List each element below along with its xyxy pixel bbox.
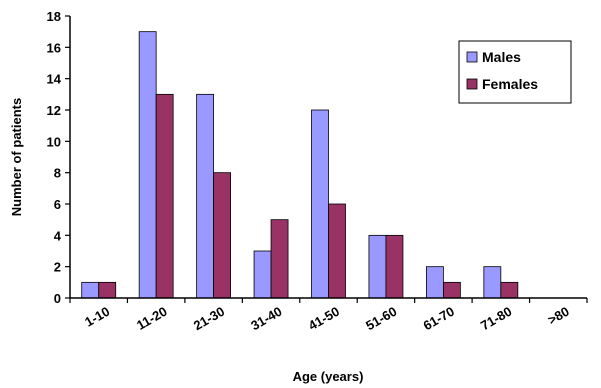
x-tick-label-80: >80	[545, 304, 572, 328]
bar-females-21-30	[213, 172, 232, 299]
y-tick-label: 0	[54, 291, 61, 306]
bar-females-61-70	[442, 281, 461, 299]
bar-males-21-30	[196, 93, 215, 299]
y-tick-label: 14	[47, 72, 62, 87]
x-tick-label-11-20: 11-20	[134, 304, 170, 333]
x-tick-label-41-50: 41-50	[306, 304, 342, 334]
y-tick-label: 4	[54, 228, 62, 243]
y-tick-label: 2	[54, 260, 61, 275]
x-axis-ticks: 1-10 11-20 21-30 31-40 41-50 51-60 61-70 71-80 >…	[69, 298, 588, 334]
legend-label-males: Males	[482, 49, 521, 65]
x-tick-label-71-80: 71-80	[478, 304, 514, 334]
legend: Males Females	[458, 40, 572, 104]
bar-females-31-40	[270, 219, 289, 299]
y-tick-label: 8	[54, 166, 61, 181]
bar-males-51-60	[368, 234, 387, 299]
bar-males-71-80	[483, 266, 502, 299]
y-tick-label: 18	[47, 9, 61, 24]
legend-label-females: Females	[482, 76, 538, 92]
x-tick-label-1-10: 1-10	[82, 304, 112, 330]
bar-females-41-50	[328, 203, 346, 299]
x-tick-label-21-30: 21-30	[191, 304, 227, 334]
bar-females-1-10	[98, 281, 117, 299]
bar-males-41-50	[311, 109, 329, 299]
x-tick-label-61-70: 61-70	[421, 304, 457, 334]
bar-males-1-10	[81, 281, 100, 299]
y-tick-label: 12	[47, 103, 61, 118]
x-tick-label-51-60: 51-60	[363, 304, 399, 334]
bars	[81, 31, 519, 299]
bar-females-51-60	[385, 234, 404, 299]
legend-swatch-males	[466, 51, 478, 63]
y-tick-label: 10	[47, 134, 61, 149]
x-tick-label-31-40: 31-40	[248, 304, 284, 334]
legend-box	[458, 40, 572, 104]
y-tick-label: 6	[54, 197, 61, 212]
y-tick-label: 16	[47, 40, 61, 55]
bar-males-61-70	[425, 266, 444, 299]
y-axis-ticks: 0 2 4 6 8 10 12 14 16 18	[47, 9, 70, 306]
bar-females-11-20	[155, 93, 174, 299]
bar-males-11-20	[138, 31, 157, 299]
y-axis-label: Number of patients	[9, 98, 24, 216]
bar-males-31-40	[253, 250, 272, 299]
legend-swatch-females	[466, 78, 478, 90]
bar-females-71-80	[500, 281, 519, 299]
x-axis-label: Age (years)	[293, 369, 364, 384]
